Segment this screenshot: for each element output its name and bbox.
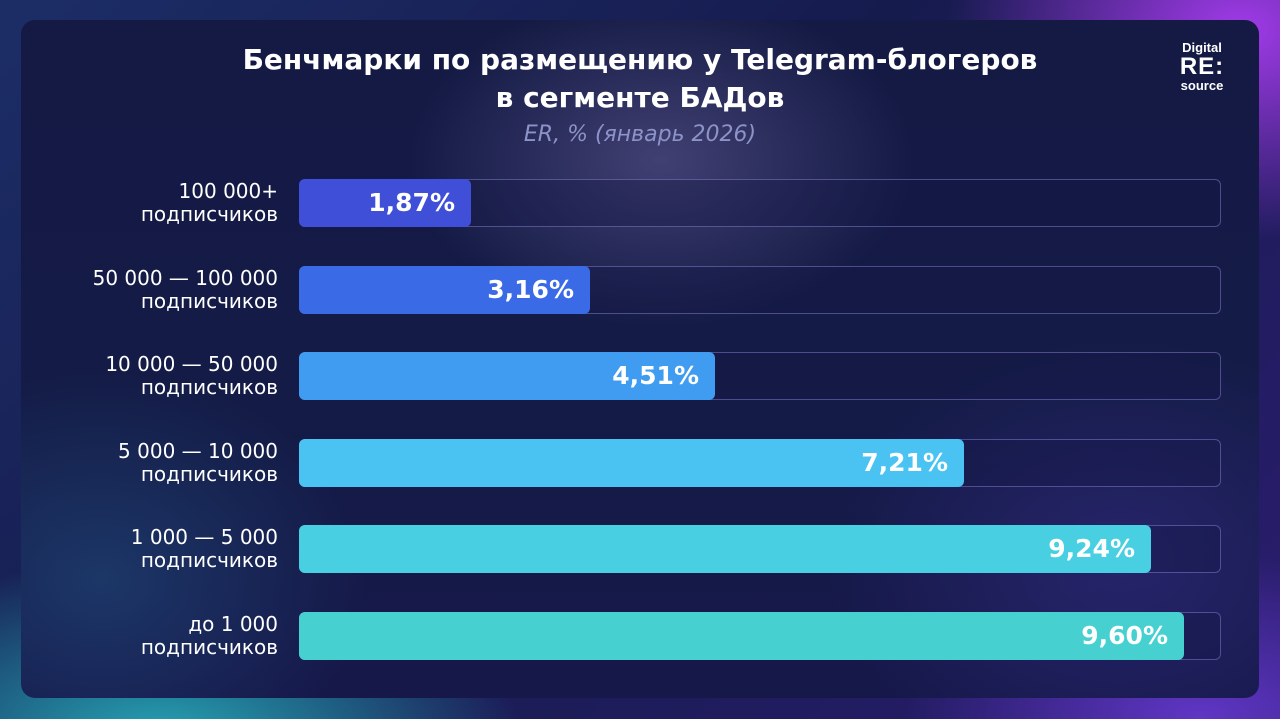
category-label-line: подписчиков xyxy=(140,289,278,313)
logo-text-top: Digital xyxy=(1182,40,1222,55)
category-label-line: 100 000+ xyxy=(178,179,278,203)
category-label-line: подписчиков xyxy=(140,635,278,659)
bar xyxy=(299,439,964,487)
category-label-line: подписчиков xyxy=(140,202,278,226)
bar-value-label: 9,60% xyxy=(1081,621,1168,650)
category-label-line: 5 000 — 10 000 xyxy=(118,439,278,463)
bar-value-label: 1,87% xyxy=(368,188,455,217)
category-label: 5 000 — 10 000 подписчиков xyxy=(38,440,278,486)
bar-chart: 100 000+ подписчиков 1,87% 50 000 — 100 000… xyxy=(21,20,1259,698)
chart-title-line2: в сегменте БАДов xyxy=(495,81,785,114)
category-label-line: 50 000 — 100 000 xyxy=(92,266,278,290)
bar-value-label: 7,21% xyxy=(861,448,948,477)
category-label-line: 1 000 — 5 000 xyxy=(130,525,278,549)
category-label: 50 000 — 100 000 подписчиков xyxy=(38,267,278,313)
category-label: 100 000+ подписчиков xyxy=(38,180,278,226)
bar xyxy=(299,612,1184,660)
bar xyxy=(299,179,471,227)
category-label: 10 000 — 50 000 подписчиков xyxy=(38,353,278,399)
brand-logo: Digital RE: source xyxy=(1167,41,1237,93)
category-label-line: подписчиков xyxy=(140,548,278,572)
logo-text-mid: RE: xyxy=(1179,53,1225,80)
bar-value-label: 3,16% xyxy=(487,275,574,304)
category-label-line: 10 000 — 50 000 xyxy=(105,352,278,376)
bar xyxy=(299,352,715,400)
chart-title-line1: Бенчмарки по размещению у Telegram-блоге… xyxy=(242,43,1038,76)
logo-text-bottom: source xyxy=(1180,78,1224,93)
bar xyxy=(299,266,590,314)
category-label-line: подписчиков xyxy=(140,375,278,399)
category-label-line: до 1 000 xyxy=(188,612,278,636)
bar xyxy=(299,525,1151,573)
category-label: 1 000 — 5 000 подписчиков xyxy=(38,526,278,572)
category-label: до 1 000 подписчиков xyxy=(38,613,278,659)
category-label-line: подписчиков xyxy=(140,462,278,486)
bar-value-label: 9,24% xyxy=(1048,534,1135,563)
chart-subtitle: ER, % (январь 2026) xyxy=(523,122,757,147)
chart-card: Бенчмарки по размещению у Telegram-блоге… xyxy=(21,20,1259,698)
bar-value-label: 4,51% xyxy=(612,361,699,390)
